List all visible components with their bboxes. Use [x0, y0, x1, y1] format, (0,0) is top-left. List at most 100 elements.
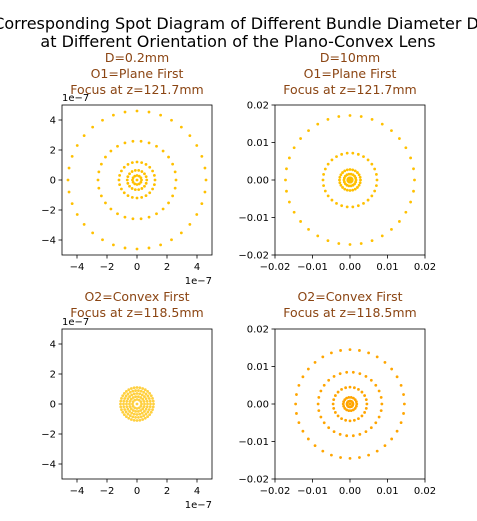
data-point [306, 367, 310, 371]
data-point [147, 246, 151, 250]
data-point [145, 405, 149, 409]
data-point [348, 385, 352, 389]
data-point [287, 200, 291, 204]
subplot-4-title-line-2: Focus at z=118.5mm [283, 305, 416, 320]
data-point [404, 210, 408, 214]
data-point [119, 402, 122, 406]
data-point [147, 141, 151, 145]
data-point [359, 115, 363, 118]
data-point [140, 178, 143, 182]
data-point [137, 398, 141, 402]
data-point [351, 404, 354, 407]
data-point [70, 155, 74, 158]
y-tick-label: 4 [50, 340, 56, 351]
x-tick-label: −4 [70, 262, 85, 273]
data-point [149, 402, 152, 406]
data-point [188, 222, 192, 226]
data-point [359, 242, 363, 245]
data-point [344, 418, 348, 422]
data-point [321, 355, 325, 359]
data-point [390, 129, 393, 132]
data-point [135, 178, 139, 182]
data-point [109, 149, 113, 153]
x-axis-multiplier: 1e−7 [185, 276, 212, 287]
data-point [134, 409, 138, 413]
data-point [112, 243, 115, 247]
data-point [161, 149, 165, 153]
data-point [347, 409, 351, 413]
data-point [136, 395, 140, 399]
data-point [141, 397, 145, 401]
data-point [339, 183, 343, 187]
data-point [133, 182, 137, 186]
data-point [413, 178, 416, 182]
data-point [143, 184, 146, 188]
data-point [321, 178, 325, 182]
data-point [285, 189, 288, 193]
data-point [370, 117, 374, 121]
data-point [116, 144, 119, 148]
data-point [317, 395, 321, 399]
data-point [402, 402, 406, 406]
data-point [171, 162, 175, 166]
data-point [148, 405, 152, 409]
data-point [377, 389, 381, 393]
data-point [67, 166, 71, 170]
data-point [330, 351, 333, 355]
data-point [398, 137, 401, 140]
data-point [127, 388, 131, 392]
data-point [70, 202, 74, 205]
y-tick-label: −2 [41, 206, 56, 217]
y-tick-label: 0.02 [247, 101, 269, 112]
data-point [338, 178, 341, 182]
subplot-1-points [66, 109, 208, 251]
data-point [155, 144, 158, 148]
data-point [135, 174, 139, 177]
data-point [144, 397, 148, 401]
data-point [390, 437, 394, 441]
data-point [345, 188, 349, 192]
data-point [353, 187, 357, 191]
data-point [395, 375, 399, 379]
data-point [399, 421, 403, 424]
data-point [146, 410, 150, 414]
y-tick-label: 0.02 [247, 325, 269, 336]
data-point [356, 186, 359, 189]
data-point [358, 456, 361, 459]
data-point [131, 396, 135, 399]
data-point [143, 416, 147, 420]
data-point [379, 409, 383, 413]
data-point [174, 178, 178, 182]
data-point [82, 134, 86, 138]
data-point [101, 238, 104, 242]
x-tick-label: 0 [134, 486, 140, 497]
data-point [330, 453, 333, 457]
data-point [354, 180, 358, 184]
data-point [335, 155, 338, 159]
data-point [339, 456, 342, 459]
data-point [369, 426, 373, 430]
data-point [297, 384, 301, 387]
data-point [306, 437, 310, 441]
data-point [143, 410, 146, 413]
data-point [348, 348, 352, 352]
data-point [323, 167, 327, 171]
data-point [131, 139, 135, 143]
data-point [348, 114, 352, 117]
data-point [375, 178, 379, 182]
subplot-1-title-line-2: O1=Plane First [91, 66, 184, 81]
data-point [402, 412, 405, 415]
data-point [373, 189, 377, 193]
y-axis-multiplier: 1e−7 [62, 93, 89, 104]
data-point [91, 231, 95, 235]
data-point [348, 189, 352, 192]
x-tick-label: −0.02 [260, 486, 291, 497]
data-point [151, 169, 154, 173]
data-point [285, 167, 288, 171]
data-point [357, 173, 361, 177]
data-point [124, 389, 128, 393]
data-point [284, 178, 287, 182]
